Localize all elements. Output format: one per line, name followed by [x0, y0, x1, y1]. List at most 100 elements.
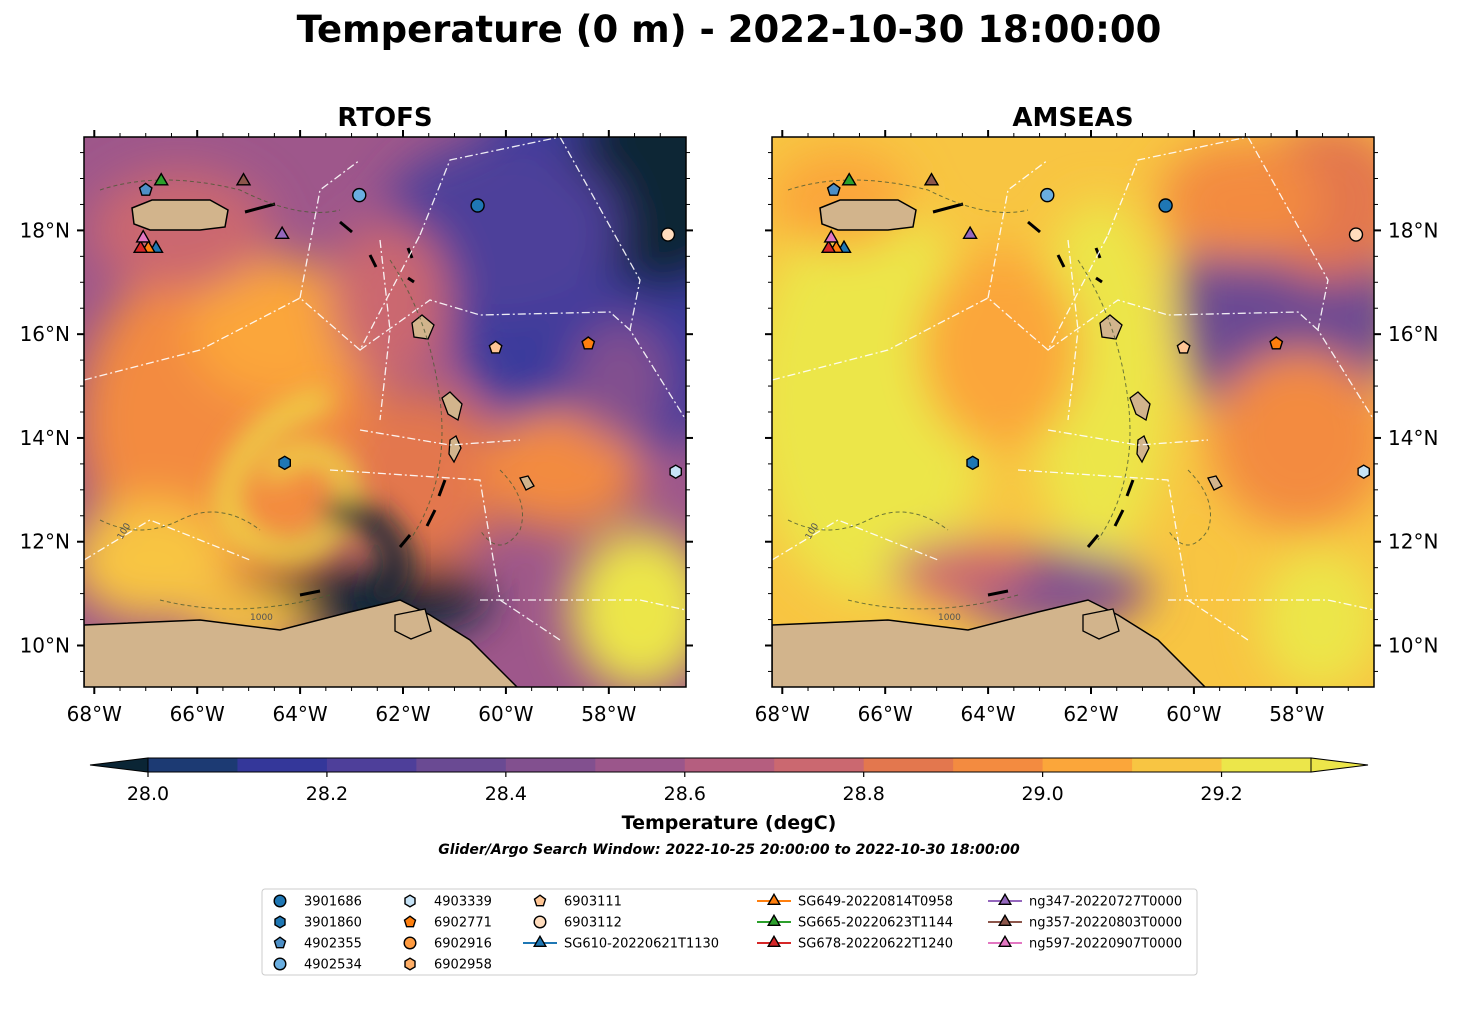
colorbar-segment	[237, 758, 328, 772]
legend-label: 3901686	[304, 895, 362, 910]
colorbar-label: Temperature (degC)	[622, 812, 837, 834]
x-tick-label: 66°W	[858, 702, 913, 726]
colorbar-extend-low	[89, 757, 149, 773]
bathymetry-contours	[99, 179, 523, 610]
colorbar-tick-label: 29.2	[1200, 783, 1242, 805]
observation-marker	[1176, 340, 1191, 354]
legend-marker	[766, 934, 782, 947]
x-tick-label: 64°W	[960, 702, 1015, 726]
colorbar-segment	[953, 758, 1044, 772]
st-lucia-land	[448, 435, 462, 464]
y-tick-label: 10°N	[1388, 633, 1438, 657]
y-tick-label: 16°N	[20, 322, 70, 346]
colorbar: 28.0 28.2 28.4 28.6 28.8 29.0 29.2	[89, 757, 1369, 805]
legend-label: ng597-20220907T0000	[1029, 937, 1182, 952]
colorbar-segment	[1132, 758, 1223, 772]
colorbar-segment	[148, 758, 238, 772]
legend-item: 6902958	[404, 957, 492, 973]
legend-label: 3901860	[304, 916, 362, 931]
x-tick-label: 66°W	[170, 702, 225, 726]
observation-marker	[1040, 187, 1055, 203]
observation-marker	[841, 172, 857, 186]
colorbar-tick-label: 28.4	[485, 783, 527, 805]
legend-label: 4903339	[434, 895, 492, 910]
legend-label: 6903111	[564, 895, 622, 910]
legend-marker	[404, 894, 416, 908]
legend-item: 6903111	[533, 894, 622, 910]
y-tick-label: 12°N	[1388, 530, 1438, 554]
legend-label: 4902355	[304, 937, 362, 952]
axes-amseas: 68°W 66°W 64°W 62°W 60°W 58°W 18°N 16°N 14°N 12°N…	[755, 130, 1438, 726]
legend-label: SG665-20220623T1144	[798, 916, 953, 931]
puerto-rico-land	[819, 199, 917, 231]
island-chain	[244, 202, 447, 597]
colorbar-segment	[1221, 758, 1312, 772]
legend-label: SG678-20220622T1240	[798, 937, 953, 952]
observation-marker	[1348, 227, 1364, 242]
trinidad-land	[394, 608, 432, 640]
x-tick-label: 68°W	[67, 702, 122, 726]
observation-marker	[966, 455, 979, 471]
observation-marker	[488, 340, 503, 354]
legend-label: 6902916	[434, 937, 492, 952]
observation-markers-amseas	[820, 172, 1371, 480]
x-tick-label: 68°W	[755, 702, 810, 726]
colorbar-segment	[863, 758, 954, 772]
guadeloupe-land	[1099, 314, 1123, 340]
axes-rtofs: 68°W 66°W 64°W 62°W 60°W 58°W 18°N 16°N 14°N 12°N…	[20, 130, 693, 726]
x-tick-label: 60°W	[1166, 702, 1221, 726]
observation-marker	[820, 239, 837, 254]
legend-item: 4902534	[273, 957, 362, 973]
legend-marker	[766, 892, 782, 905]
x-tick-label: 58°W	[581, 702, 636, 726]
colorbar-tick-label: 28.6	[664, 783, 706, 805]
legend-item: 6903112	[533, 916, 622, 931]
legend-label: 6902771	[434, 916, 492, 931]
observation-marker	[153, 172, 169, 186]
legend-item: ng357-20220803T0000	[988, 913, 1182, 931]
martinique-land	[1129, 391, 1151, 422]
legend-box	[261, 888, 1198, 976]
legend-marker	[997, 913, 1013, 926]
eez-boundaries	[772, 137, 1374, 641]
observation-marker	[923, 172, 940, 186]
temperature-field-blobs	[84, 137, 686, 687]
colorbar-tick-label: 28.0	[127, 783, 169, 805]
observation-marker	[1158, 198, 1173, 213]
colorbar-segment	[684, 758, 775, 772]
legend-item: 6902916	[403, 937, 492, 952]
st-lucia-land	[1136, 435, 1150, 464]
legend-item: SG649-20220814T0958	[757, 892, 953, 910]
search-window-text: Glider/Argo Search Window: 2022-10-25 20…	[438, 842, 1020, 858]
observation-marker	[470, 198, 485, 213]
legend-marker	[533, 894, 547, 907]
legend-item: 4903339	[404, 894, 492, 910]
legend-marker	[997, 892, 1013, 905]
legend-marker	[997, 934, 1013, 947]
legend-label: ng347-20220727T0000	[1029, 895, 1182, 910]
temperature-field-blobs	[772, 137, 1374, 687]
legend-marker	[273, 957, 287, 971]
observation-marker	[660, 227, 676, 242]
y-tick-label: 12°N	[20, 530, 70, 554]
legend-label: SG649-20220814T0958	[798, 895, 953, 910]
legend-item: 6902771	[403, 915, 492, 931]
legend-label: 6903112	[564, 916, 622, 931]
map-panel-rtofs: 100 1000	[84, 137, 686, 687]
colorbar-tick-label: 28.8	[843, 783, 885, 805]
observation-marker	[962, 225, 978, 240]
legend-item: 3901686	[273, 895, 362, 910]
legend-marker	[532, 934, 548, 947]
observation-markers-rtofs	[132, 172, 682, 480]
barbados-land	[1207, 475, 1223, 491]
contour-label: 1000	[938, 613, 961, 623]
y-tick-label: 18°N	[1388, 218, 1438, 242]
colorbar-tick-label: 29.0	[1021, 783, 1063, 805]
x-tick-label: 64°W	[272, 702, 327, 726]
martinique-land	[441, 391, 463, 422]
panel-title-rtofs: RTOFS	[337, 103, 432, 133]
y-tick-label: 10°N	[20, 633, 70, 657]
bathymetry-contours	[787, 179, 1211, 610]
